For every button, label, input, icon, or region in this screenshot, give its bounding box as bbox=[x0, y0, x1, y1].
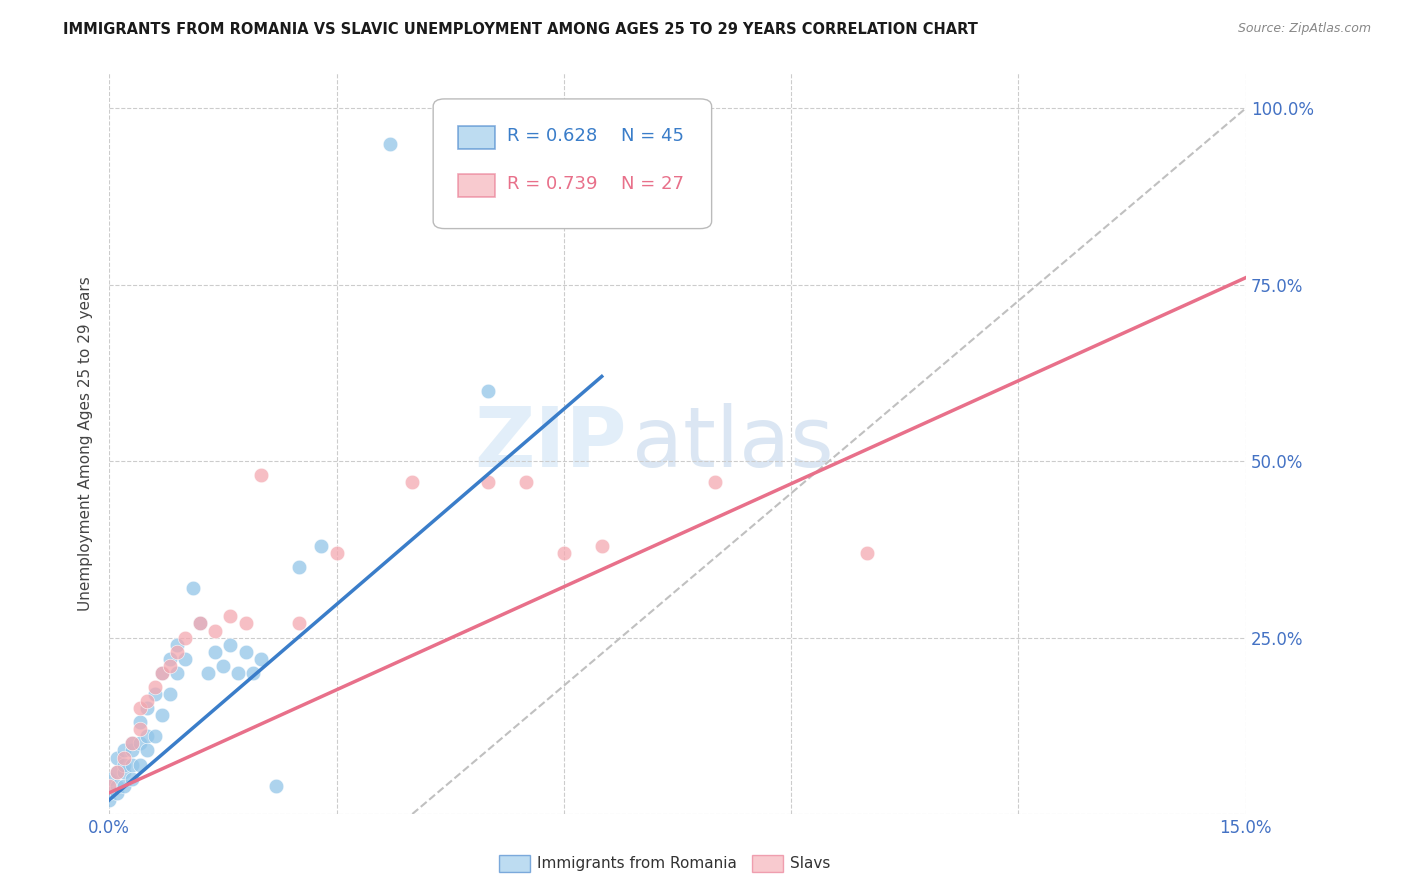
Point bbox=[112, 764, 135, 779]
Y-axis label: Unemployment Among Ages 25 to 29 years: Unemployment Among Ages 25 to 29 years bbox=[79, 277, 93, 611]
Point bbox=[98, 793, 121, 807]
Point bbox=[235, 645, 257, 659]
Text: Source: ZipAtlas.com: Source: ZipAtlas.com bbox=[1237, 22, 1371, 36]
Text: N = 45: N = 45 bbox=[620, 127, 683, 145]
Point bbox=[128, 723, 150, 737]
Point bbox=[159, 658, 181, 673]
FancyBboxPatch shape bbox=[433, 99, 711, 228]
Point bbox=[121, 772, 143, 786]
Text: IMMIGRANTS FROM ROMANIA VS SLAVIC UNEMPLOYMENT AMONG AGES 25 TO 29 YEARS CORRELA: IMMIGRANTS FROM ROMANIA VS SLAVIC UNEMPL… bbox=[63, 22, 979, 37]
Point bbox=[204, 645, 226, 659]
Point bbox=[477, 475, 499, 490]
Point bbox=[143, 687, 166, 701]
Point bbox=[287, 560, 309, 574]
Point bbox=[235, 616, 257, 631]
Point bbox=[212, 658, 235, 673]
Point bbox=[128, 736, 150, 750]
Point bbox=[242, 665, 264, 680]
FancyBboxPatch shape bbox=[458, 174, 495, 197]
Point bbox=[150, 708, 173, 723]
Text: N = 27: N = 27 bbox=[620, 175, 683, 194]
Point bbox=[98, 779, 121, 793]
FancyBboxPatch shape bbox=[458, 126, 495, 149]
Point bbox=[197, 665, 219, 680]
Point bbox=[98, 786, 121, 800]
Point bbox=[121, 743, 143, 757]
Point bbox=[121, 736, 143, 750]
Point bbox=[188, 616, 211, 631]
Point bbox=[136, 701, 159, 715]
Point bbox=[311, 539, 333, 553]
Point bbox=[112, 757, 135, 772]
Point bbox=[128, 757, 150, 772]
Point bbox=[249, 651, 271, 665]
Point bbox=[401, 475, 423, 490]
Point bbox=[181, 581, 204, 595]
Point bbox=[150, 665, 173, 680]
Text: ZIP: ZIP bbox=[474, 403, 627, 484]
Text: Immigrants from Romania: Immigrants from Romania bbox=[537, 856, 737, 871]
Point bbox=[553, 546, 575, 560]
Point bbox=[143, 730, 166, 744]
Point bbox=[105, 750, 128, 764]
Point bbox=[112, 779, 135, 793]
Point bbox=[628, 158, 651, 172]
Text: R = 0.739: R = 0.739 bbox=[508, 175, 598, 194]
Text: atlas: atlas bbox=[633, 403, 834, 484]
Point bbox=[105, 764, 128, 779]
Point bbox=[378, 136, 401, 151]
Point bbox=[105, 764, 128, 779]
Point bbox=[121, 736, 143, 750]
Point bbox=[591, 539, 613, 553]
Point bbox=[174, 651, 197, 665]
Point bbox=[477, 384, 499, 398]
Point bbox=[136, 694, 159, 708]
Point bbox=[188, 616, 211, 631]
Point bbox=[249, 468, 271, 483]
Point bbox=[159, 651, 181, 665]
Point bbox=[174, 631, 197, 645]
Point bbox=[159, 687, 181, 701]
Point bbox=[105, 779, 128, 793]
Point bbox=[136, 730, 159, 744]
Point bbox=[150, 665, 173, 680]
Text: R = 0.628: R = 0.628 bbox=[508, 127, 598, 145]
Point bbox=[98, 772, 121, 786]
Point bbox=[105, 786, 128, 800]
Point bbox=[166, 665, 188, 680]
Point bbox=[226, 665, 249, 680]
Point bbox=[704, 475, 727, 490]
Point bbox=[112, 750, 135, 764]
Point bbox=[204, 624, 226, 638]
Point bbox=[166, 645, 188, 659]
Point bbox=[128, 701, 150, 715]
Point bbox=[136, 743, 159, 757]
Point bbox=[219, 638, 242, 652]
Point bbox=[287, 616, 309, 631]
Point bbox=[515, 475, 537, 490]
Point bbox=[325, 546, 347, 560]
Point bbox=[128, 715, 150, 730]
Point bbox=[219, 609, 242, 624]
Point bbox=[166, 638, 188, 652]
Point bbox=[143, 680, 166, 694]
Point bbox=[264, 779, 287, 793]
Point bbox=[112, 743, 135, 757]
Text: Slavs: Slavs bbox=[790, 856, 831, 871]
Point bbox=[121, 757, 143, 772]
Point bbox=[856, 546, 879, 560]
